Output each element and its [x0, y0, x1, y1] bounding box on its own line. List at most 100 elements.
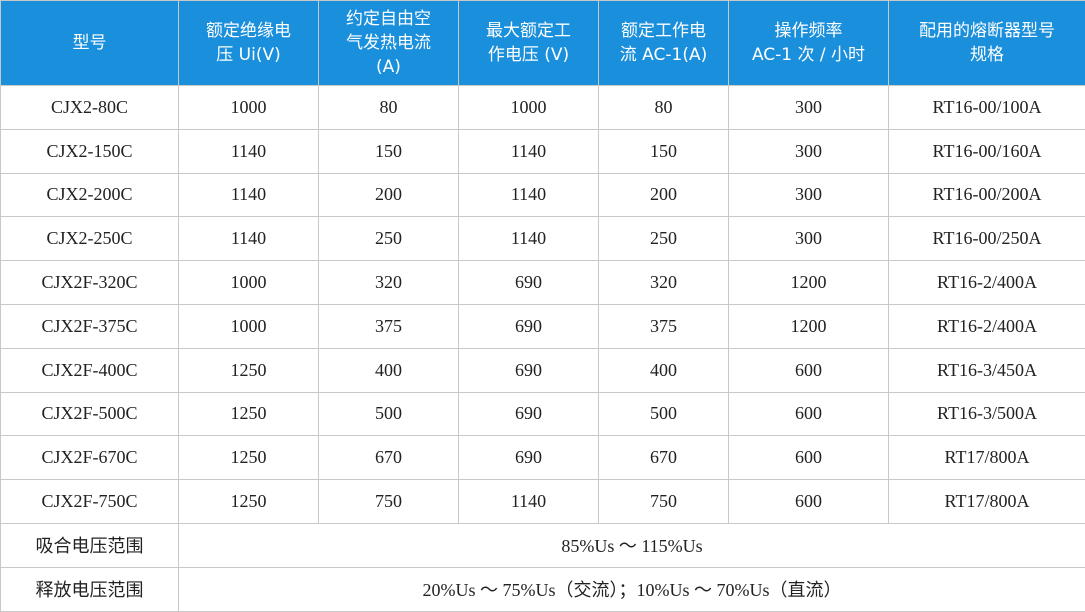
table-cell: 600 — [728, 479, 889, 524]
header-line: 规格 — [970, 45, 1004, 65]
table-cell: RT17/800A — [888, 479, 1085, 524]
table-cell: RT17/800A — [888, 435, 1085, 481]
table-row: CJX2-80C 1000 80 1000 80 300 RT16-00/100A — [0, 85, 1085, 130]
table-cell: 500 — [318, 391, 459, 437]
table-cell: RT16-00/200A — [888, 172, 1085, 218]
header-cell: 额定绝缘电压 Ui(V) — [178, 0, 319, 86]
header-cell: 配用的熔断器型号 规格 — [888, 0, 1085, 86]
table-cell: CJX2-80C — [0, 85, 179, 130]
table-row: CJX2F-375C 1000 375 690 375 1200 RT16-2/400A — [0, 303, 1085, 349]
table-cell: 1200 — [728, 303, 889, 349]
table-row: CJX2F-320C 1000 320 690 320 1200 RT16-2/400A — [0, 260, 1085, 305]
footer-row: 吸合电压范围 85%Us ～ 115%Us — [0, 522, 1085, 568]
table-cell: 500 — [598, 391, 729, 437]
table-cell: 600 — [728, 391, 889, 437]
table-cell: 1250 — [178, 347, 319, 393]
header-cell: 额定工作电流 AC-1(A) — [598, 0, 729, 86]
table-cell: 1140 — [458, 172, 599, 218]
table-cell: CJX2-150C — [0, 128, 179, 174]
table-row: CJX2F-500C 1250 500 690 500 600 RT16-3/500A — [0, 391, 1085, 437]
table-cell: 200 — [318, 172, 459, 218]
header-line: 额定绝缘电 — [206, 21, 291, 41]
header-line: 配用的熔断器型号 — [919, 21, 1055, 41]
table-cell: 750 — [598, 479, 729, 524]
table-cell: 80 — [598, 85, 729, 130]
table-cell: 375 — [598, 303, 729, 349]
table-cell: 300 — [728, 85, 889, 130]
header-cell: 操作频率 AC-1 次 / 小时 — [728, 0, 889, 86]
table-cell: 750 — [318, 479, 459, 524]
table-cell: RT16-3/500A — [888, 391, 1085, 437]
header-line: AC-1 次 / 小时 — [751, 45, 866, 65]
table-cell: 320 — [598, 260, 729, 305]
table-cell: 320 — [318, 260, 459, 305]
footer-row: 释放电压范围 20%Us ～ 75%Us（交流）；10%Us ～ 70%Us（直流… — [0, 566, 1085, 612]
table-cell: CJX2-200C — [0, 172, 179, 218]
table-cell: 250 — [318, 216, 459, 262]
table-cell: 300 — [728, 216, 889, 262]
table-cell: 1140 — [458, 479, 599, 524]
table-cell: 1140 — [178, 216, 319, 262]
table-cell: CJX2F-320C — [0, 260, 179, 305]
table-cell: 300 — [728, 172, 889, 218]
table-row: CJX2F-670C 1250 670 690 670 600 RT17/800A — [0, 435, 1085, 481]
table-cell: 690 — [458, 260, 599, 305]
table-cell: CJX2F-670C — [0, 435, 179, 481]
footer-value: 20%Us ～ 75%Us（交流）；10%Us ～ 70%Us（直流） — [178, 566, 1085, 612]
table-cell: 690 — [458, 435, 599, 481]
table-cell: CJX2-250C — [0, 216, 179, 262]
header-line: 作电压 (V) — [487, 45, 570, 65]
table-cell: 1000 — [178, 85, 319, 130]
table-cell: RT16-2/400A — [888, 260, 1085, 305]
table-cell: 670 — [318, 435, 459, 481]
table-cell: 1250 — [178, 391, 319, 437]
table-cell: 1250 — [178, 435, 319, 481]
header-line: (A) — [376, 57, 401, 77]
table-cell: 690 — [458, 391, 599, 437]
table-cell: 690 — [458, 347, 599, 393]
table-cell: 400 — [318, 347, 459, 393]
table-cell: 1140 — [458, 128, 599, 174]
table-cell: 80 — [318, 85, 459, 130]
table-cell: RT16-3/450A — [888, 347, 1085, 393]
table-row: CJX2F-400C 1250 400 690 400 600 RT16-3/450A — [0, 347, 1085, 393]
table-cell: 1200 — [728, 260, 889, 305]
table-cell: 375 — [318, 303, 459, 349]
footer-value: 85%Us ～ 115%Us — [178, 522, 1085, 568]
table-cell: 1250 — [178, 479, 319, 524]
table-cell: CJX2F-375C — [0, 303, 179, 349]
table-row: CJX2-200C 1140 200 1140 200 300 RT16-00/200A — [0, 172, 1085, 218]
header-line: 约定自由空 — [346, 9, 431, 29]
header-cell: 约定自由空 气发热电流 (A) — [318, 0, 459, 86]
header-line: 压 Ui(V) — [216, 45, 281, 65]
table-cell: 670 — [598, 435, 729, 481]
table-cell: 600 — [728, 347, 889, 393]
table-body: CJX2-80C 1000 80 1000 80 300 RT16-00/100A CJX2-… — [0, 85, 1085, 612]
header-row: 型号 额定绝缘电压 Ui(V) 约定自由空 气发热电流 (A) 最大额定工 作电压 (V) 额… — [0, 0, 1085, 86]
table-cell: 200 — [598, 172, 729, 218]
table-cell: RT16-2/400A — [888, 303, 1085, 349]
header-line: 额定工作电 — [621, 21, 706, 41]
header-line: 操作频率 — [774, 21, 843, 41]
table-cell: 400 — [598, 347, 729, 393]
table-cell: 1140 — [178, 128, 319, 174]
table-cell: 690 — [458, 303, 599, 349]
table-cell: 1000 — [458, 85, 599, 130]
header-line: 最大额定工 — [486, 21, 571, 41]
header-line: 流 AC-1(A) — [619, 45, 708, 65]
table-cell: 250 — [598, 216, 729, 262]
table-cell: CJX2F-750C — [0, 479, 179, 524]
table-cell: 1140 — [178, 172, 319, 218]
header-line: 型号 — [72, 33, 107, 53]
header-cell: 型号 — [0, 0, 179, 86]
table-cell: RT16-00/160A — [888, 128, 1085, 174]
footer-label: 释放电压范围 — [0, 566, 179, 612]
table-cell: RT16-00/250A — [888, 216, 1085, 262]
table-cell: 150 — [598, 128, 729, 174]
table-row: CJX2F-750C 1250 750 1140 750 600 RT17/800A — [0, 479, 1085, 524]
footer-label: 吸合电压范围 — [0, 522, 179, 568]
header-cell: 最大额定工作电压 (V) — [458, 0, 599, 86]
table-cell: 300 — [728, 128, 889, 174]
